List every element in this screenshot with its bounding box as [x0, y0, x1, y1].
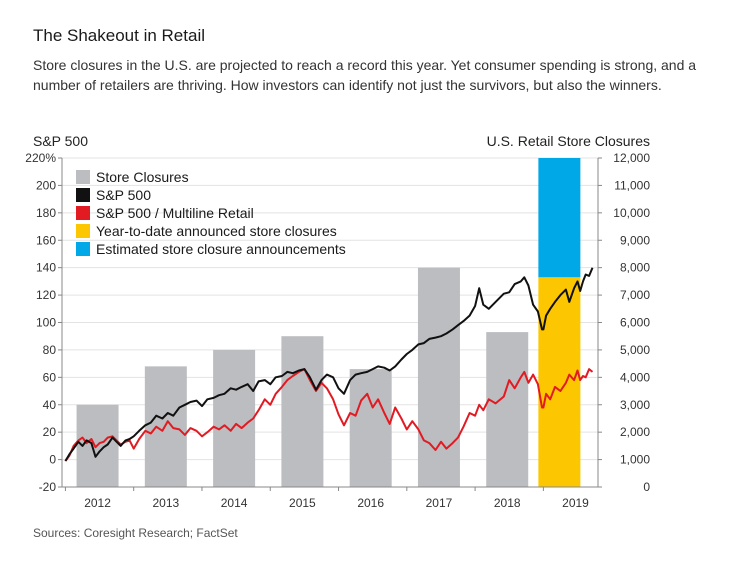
left-tick-label: 100 [36, 316, 56, 330]
left-tick-label: -20 [39, 480, 57, 494]
x-axis-ticks: 2012 2013 2014 2015 2016 2017 2018 2019 [64, 487, 589, 510]
x-tick-label: 2014 [221, 496, 248, 510]
left-tick-label: 160 [36, 233, 56, 247]
x-tick-label: 2019 [562, 496, 589, 510]
estimated-closures-bar-2019 [538, 158, 581, 278]
legend-swatch [76, 170, 90, 184]
page-title: The Shakeout in Retail [33, 26, 205, 45]
legend-swatch [76, 188, 90, 202]
right-tick-label: 1,000 [620, 453, 650, 467]
left-tick-label: 200 [36, 178, 56, 192]
right-tick-label: 10,000 [613, 206, 650, 220]
left-tick-label: 220% [25, 151, 56, 165]
left-tick-label: 120 [36, 288, 56, 302]
left-axis-label: S&P 500 [33, 133, 88, 149]
legend-label: S&P 500 [96, 187, 151, 203]
store-closure-bar-2017 [417, 267, 460, 487]
store-closure-bars [76, 158, 581, 487]
x-tick-label: 2013 [152, 496, 179, 510]
series-line-s-p-500 [64, 267, 594, 462]
right-tick-label: 12,000 [613, 151, 650, 165]
right-tick-label: 5,000 [620, 343, 650, 357]
right-tick-label: 8,000 [620, 261, 650, 275]
right-axis-label: U.S. Retail Store Closures [487, 133, 650, 149]
series-line-s-p-500-multiline-retail [64, 368, 594, 462]
store-closure-bar-2016 [349, 369, 392, 487]
right-tick-label: 3,000 [620, 398, 650, 412]
right-tick-label: 7,000 [620, 288, 650, 302]
x-tick-label: 2016 [357, 496, 384, 510]
x-tick-label: 2017 [426, 496, 453, 510]
store-closure-bar-2015 [281, 336, 324, 487]
left-tick-label: 80 [43, 343, 57, 357]
ytd-closures-bar-2019 [538, 277, 581, 487]
store-closure-bar-2014 [213, 349, 256, 487]
left-tick-label: 180 [36, 206, 56, 220]
chart: S&P 500 U.S. Retail Store Closures -20 0 2… [25, 133, 650, 510]
right-axis-ticks: 0 1,000 2,000 3,000 4,000 5,000 6,000 7,000 8,00… [598, 151, 650, 494]
right-tick-label: 11,000 [614, 178, 650, 192]
x-tick-label: 2018 [494, 496, 521, 510]
legend-label: Year-to-date announced store closures [96, 223, 337, 239]
right-tick-label: 0 [643, 480, 650, 494]
legend-label: Estimated store closure announcements [96, 241, 346, 257]
left-tick-label: 20 [43, 425, 57, 439]
legend-swatch [76, 224, 90, 238]
legend-swatch [76, 206, 90, 220]
right-tick-label: 2,000 [620, 425, 650, 439]
legend-swatch [76, 242, 90, 256]
left-axis-ticks: -20 0 20 40 60 80 100 120 140 160 180 200 220% [25, 151, 62, 494]
right-tick-label: 4,000 [620, 370, 650, 384]
left-tick-label: 40 [43, 398, 57, 412]
x-tick-label: 2012 [84, 496, 111, 510]
page-subtitle: Store closures in the U.S. are projected… [33, 57, 697, 93]
source-note: Sources: Coresight Research; FactSet [33, 526, 238, 540]
right-tick-label: 6,000 [620, 316, 650, 330]
left-tick-label: 140 [36, 261, 56, 275]
right-tick-label: 9,000 [620, 233, 650, 247]
legend: Store Closures S&P 500 S&P 500 / Multiline… [76, 169, 346, 257]
x-tick-label: 2015 [289, 496, 316, 510]
left-tick-label: 60 [43, 370, 57, 384]
legend-label: S&P 500 / Multiline Retail [96, 205, 254, 221]
left-tick-label: 0 [49, 453, 56, 467]
series-lines [64, 267, 594, 462]
store-closure-bar-2018 [486, 332, 529, 487]
legend-label: Store Closures [96, 169, 189, 185]
